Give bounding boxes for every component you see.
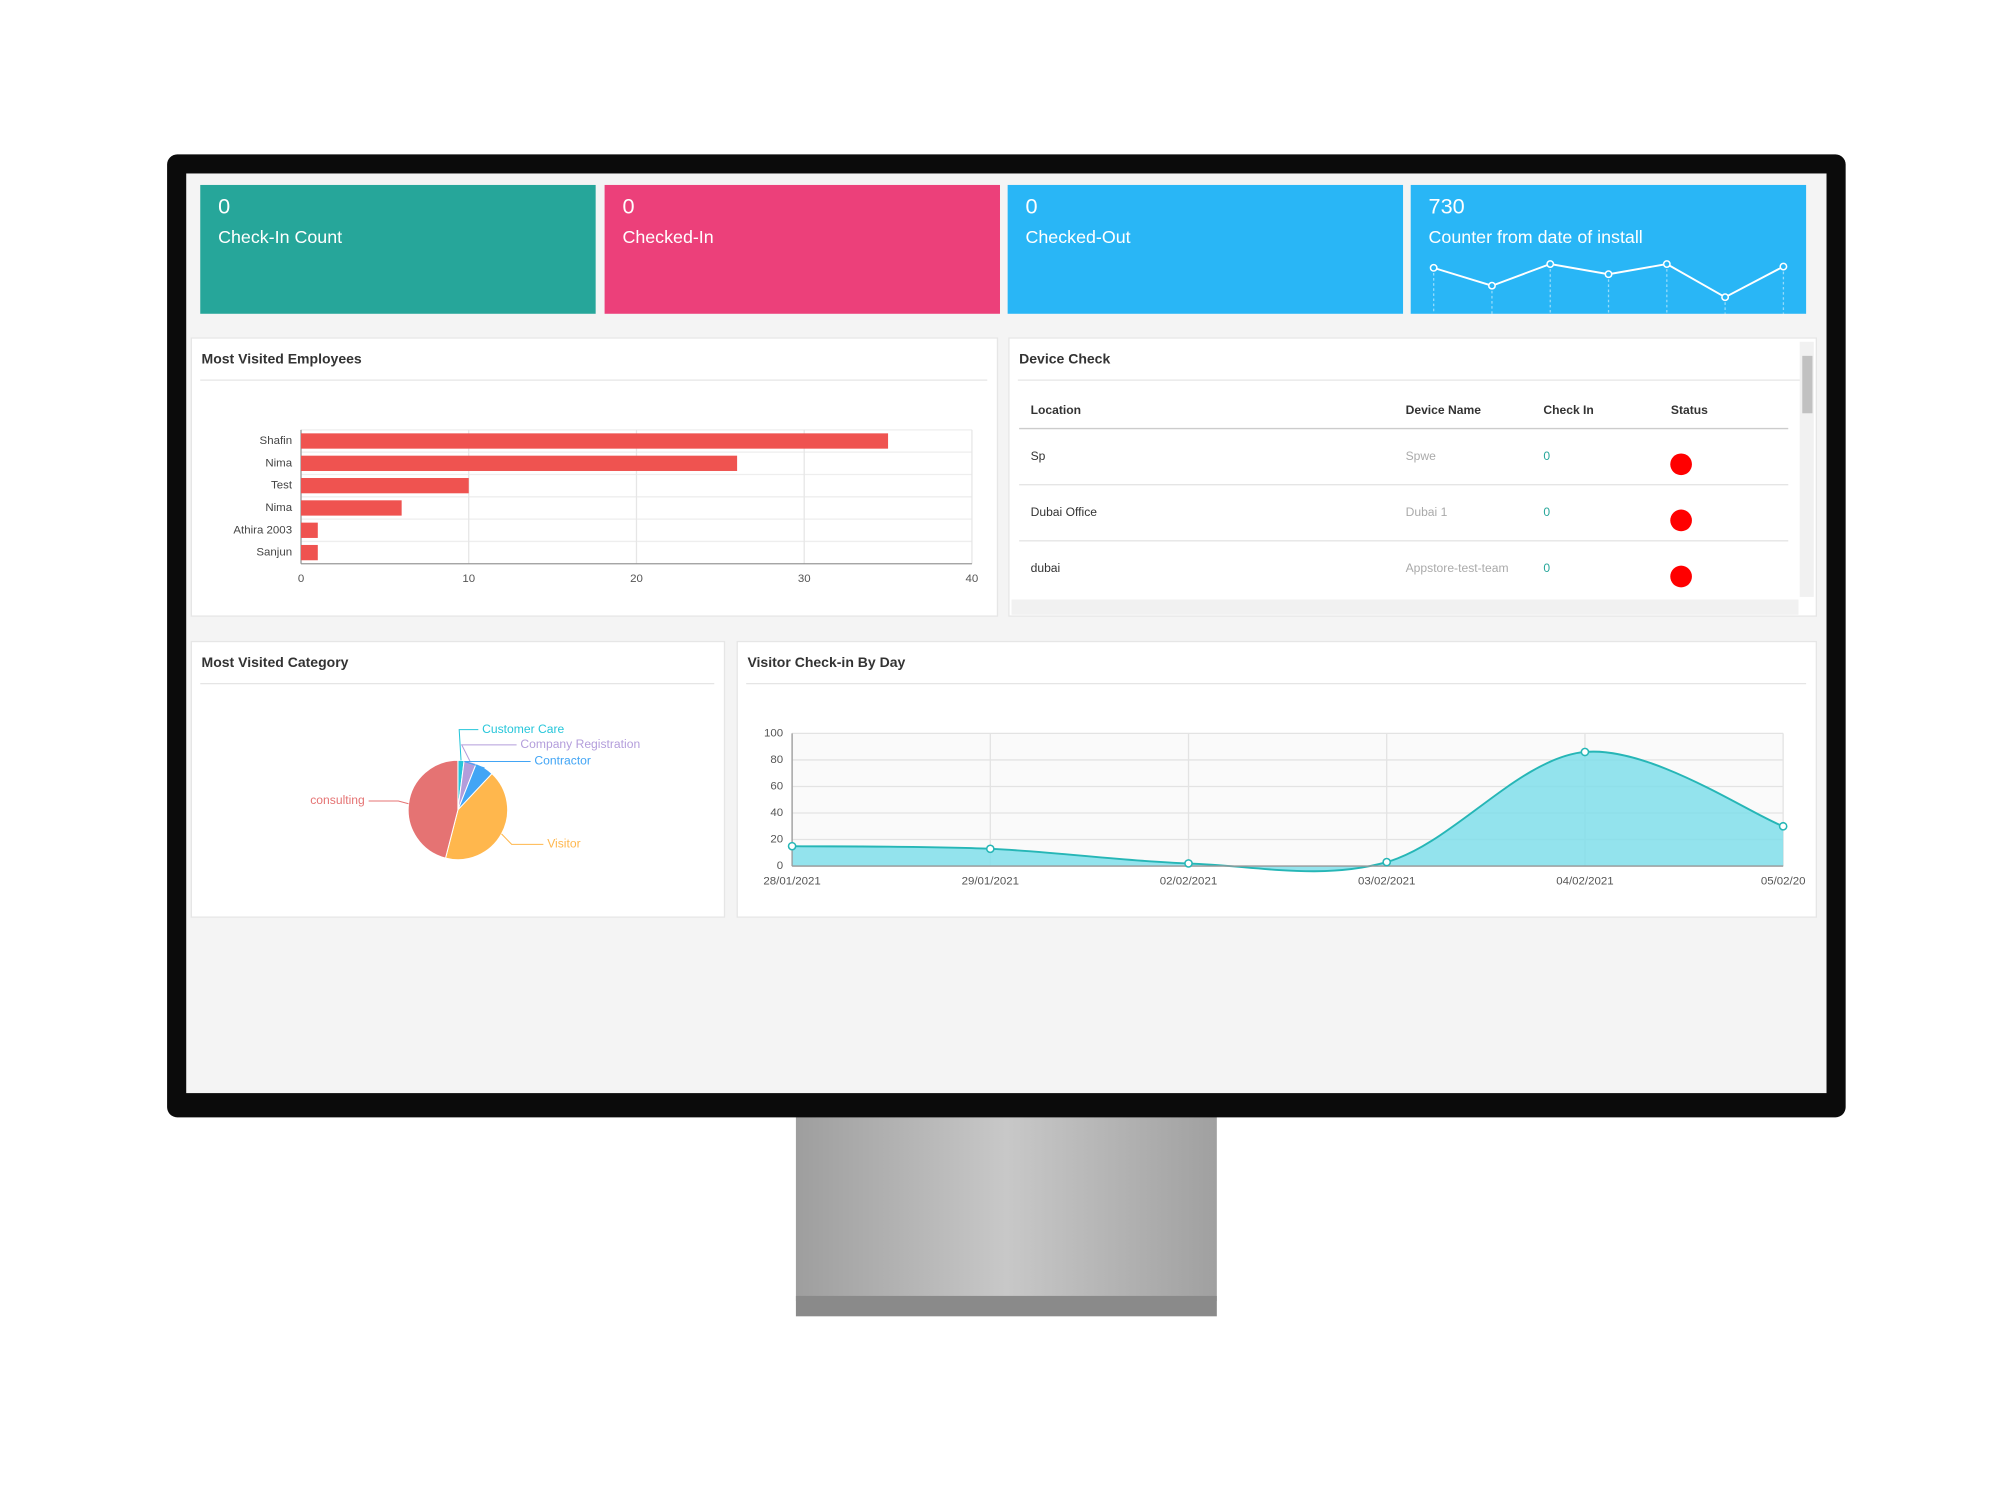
panel [190, 337, 999, 617]
table-cell: 0 [1543, 505, 1550, 519]
x-tick-label: 03/02/2021 [1358, 875, 1415, 887]
pie-slice [407, 759, 459, 859]
table-cell: Sp [1031, 449, 1046, 463]
table-header: Device Name [1406, 403, 1482, 417]
leader-line [460, 744, 517, 762]
table-cell: 0 [1543, 561, 1550, 575]
scroll-thumb[interactable] [1802, 355, 1813, 414]
point [787, 841, 797, 851]
stat-value: 730 [1429, 194, 1465, 219]
point [1184, 859, 1193, 868]
y-tick-label: Nima [265, 502, 292, 514]
sparkline-point [1721, 293, 1730, 302]
y-tick-label: Shafin [260, 435, 293, 447]
table-cell: dubai [1031, 561, 1061, 575]
leader-line [458, 729, 479, 761]
stat-card [604, 184, 1000, 314]
x-tick-label: 10 [462, 573, 475, 585]
status-dot [1670, 453, 1692, 476]
y-tick-label: 40 [770, 807, 783, 819]
leader-line [464, 760, 531, 769]
point [1382, 857, 1392, 867]
x-tick-label: 04/02/2021 [1556, 875, 1613, 887]
y-tick-label: Test [271, 480, 293, 492]
table-cell: 0 [1543, 449, 1550, 463]
panel-title: Visitor Check-in By Day [747, 654, 905, 670]
x-tick-label: 0 [298, 573, 304, 585]
table-cell: Dubai Office [1031, 505, 1098, 519]
pie-label: Contractor [534, 754, 591, 768]
pie-label: Visitor [547, 837, 580, 851]
x-tick-label: 02/02/2021 [1160, 875, 1217, 887]
pie-slice [444, 772, 509, 861]
bar [301, 500, 402, 516]
y-tick-label: 100 [764, 727, 783, 739]
stat-value: 0 [218, 194, 230, 219]
stat-card [1410, 184, 1807, 314]
leader-line [368, 800, 409, 805]
bar [301, 522, 318, 538]
stat-value: 0 [622, 194, 634, 219]
panel-title: Device Check [1019, 350, 1110, 366]
panel-title: Most Visited Employees [202, 350, 362, 366]
sparkline-point [1604, 270, 1613, 279]
y-tick-label: Sanjun [256, 547, 292, 559]
x-tick-label: 40 [966, 573, 979, 585]
status-dot [1670, 509, 1692, 532]
sparkline-point [1662, 260, 1671, 268]
point [985, 844, 995, 854]
sparkline-point [1546, 260, 1555, 268]
sparkline-point [1429, 263, 1438, 272]
sparkline-point [1487, 281, 1496, 290]
y-tick-label: 60 [770, 781, 783, 793]
point [1580, 747, 1590, 757]
table-cell: Appstore-test-team [1406, 561, 1509, 575]
leader-line [501, 833, 544, 845]
line [792, 750, 1784, 873]
stat-card [1007, 184, 1404, 314]
y-tick-label: Athira 2003 [233, 524, 292, 536]
pie-label: Company Registration [520, 737, 640, 751]
sparkline-point [1779, 262, 1788, 271]
monitor-stand [795, 1109, 1217, 1302]
x-tick-label: 28/01/2021 [763, 875, 820, 887]
bar [301, 455, 738, 471]
panel-title: Most Visited Category [202, 654, 349, 670]
y-tick-label: 20 [770, 834, 783, 846]
horizontal-scrollbar[interactable] [1011, 599, 1799, 615]
scene: 0 Check-In Count 0 Checked-In 0 Checked-Out 73… [167, 154, 1846, 1317]
pie-label: Customer Care [482, 722, 564, 736]
table-cell: Dubai 1 [1406, 505, 1448, 519]
x-tick-label: 29/01/2021 [962, 875, 1019, 887]
y-tick-label: 80 [770, 754, 783, 766]
point [1778, 821, 1788, 831]
y-tick-label: Nima [265, 457, 292, 469]
table-header: Location [1031, 403, 1081, 417]
x-tick-label: 05/02/20 [1761, 875, 1806, 887]
stat-card [200, 184, 596, 314]
bar [301, 433, 889, 449]
table-header: Check In [1543, 403, 1593, 417]
pie-label: consulting [310, 793, 365, 807]
x-tick-label: 20 [630, 573, 643, 585]
y-tick-label: 0 [777, 860, 783, 872]
bar [301, 477, 469, 494]
stat-label: Checked-Out [1026, 227, 1131, 247]
bar [301, 544, 318, 561]
stat-value: 0 [1026, 194, 1038, 219]
x-tick-label: 30 [798, 573, 811, 585]
status-dot [1670, 565, 1692, 588]
dashboard: 0 Check-In Count 0 Checked-In 0 Checked-Out 73… [190, 184, 1817, 918]
area [792, 751, 1784, 872]
stat-label: Checked-In [622, 227, 713, 247]
table-cell: Spwe [1406, 449, 1437, 463]
screen [186, 173, 1827, 1094]
stat-label: Counter from date of install [1429, 227, 1643, 247]
table-header: Status [1671, 403, 1708, 417]
stat-label: Check-In Count [218, 227, 342, 247]
stand-base [795, 1295, 1217, 1317]
